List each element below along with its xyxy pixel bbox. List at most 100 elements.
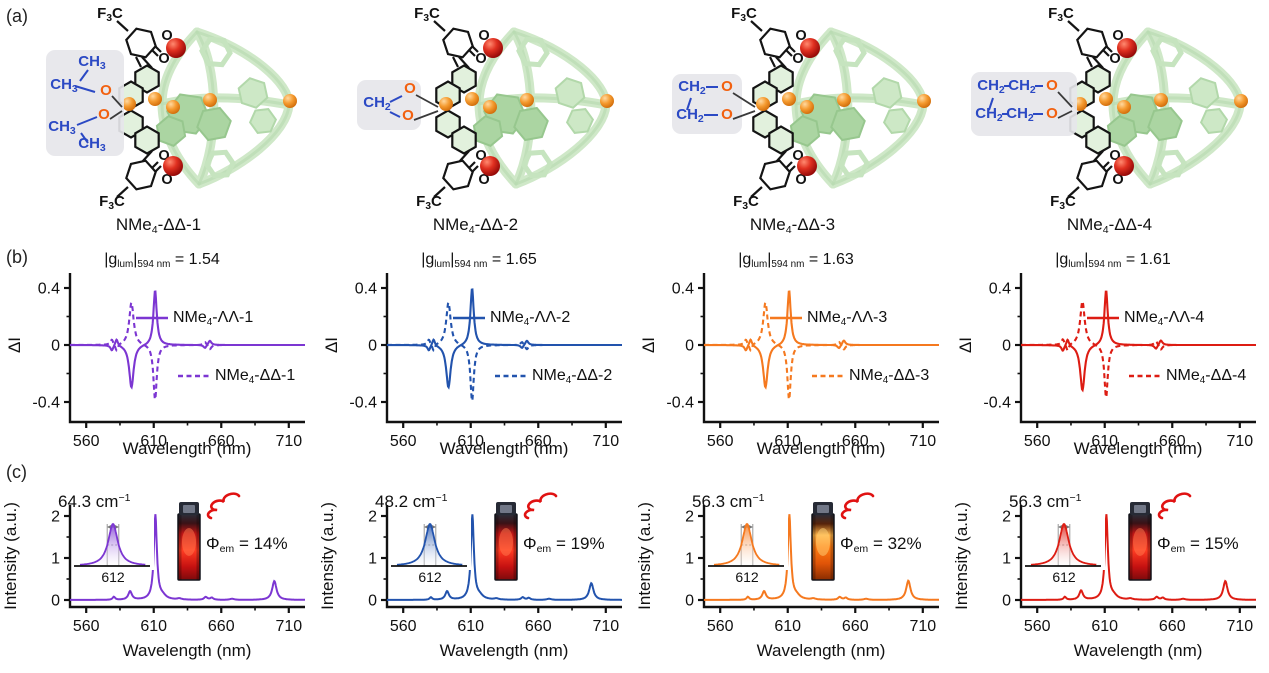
y-axis-label: ΔI [322,337,341,353]
molecule-panel-1: F3C F3C O O O O CH3 CH3 O O CH3 CH3 NMe4-ΔΔ-1 [0,0,317,240]
phi-annotation-1: Φem = 14% [206,534,288,555]
cpl-panel-4: 560 610 660 710 0.4 0 -0.4 Wavelength (nm) ΔI |gl… [951,243,1268,458]
svg-text:0.4: 0.4 [672,281,694,298]
legend-solid-label-3: NMe4-ΛΛ-3 [807,309,888,328]
y-axis-label: Intensity (a.u.) [635,502,654,610]
molecule-label-3: NMe4-ΔΔ-3 [749,215,836,236]
svg-text:610: 610 [774,618,801,635]
svg-text:710: 710 [909,618,936,635]
orange-ion-sphere [600,94,614,108]
svg-text:CH3: CH3 [50,76,78,95]
svg-text:O: O [792,148,803,164]
svg-text:0: 0 [51,593,60,610]
glum-annotation-3: |glum|594 nm = 1.63 [738,251,854,270]
svg-text:O: O [478,172,489,188]
fwhm-annotation-1: 64.3 cm−1 [58,492,131,511]
svg-text:0: 0 [685,593,694,610]
svg-text:O: O [1109,51,1120,67]
x-axis-label: Wavelength (nm) [123,641,252,660]
svg-text:660: 660 [1159,433,1186,450]
cuvette-photo-4 [1128,502,1152,581]
emission-curve [1021,514,1256,601]
cpl-panel-2: 560 610 660 710 0.4 0 -0.4 Wavelength (nm) ΔI |gl… [317,243,634,458]
orange-ion-sphere [800,100,814,114]
svg-text:O: O [721,78,733,95]
orange-ion-sphere [283,94,297,108]
svg-text:610: 610 [140,618,167,635]
svg-text:O: O [1112,28,1123,44]
axes: 560 610 660 710 0.4 0 -0.4 [32,273,305,450]
svg-text:2: 2 [51,509,60,526]
cpl-plot-4: 560 610 660 710 0.4 0 -0.4 Wavelength (nm) ΔI [956,273,1256,458]
cuvette-photo-3 [811,502,835,581]
orange-ion-sphere [166,100,180,114]
axes: 560 610 660 710 2 1 0 [368,505,622,635]
svg-text:710: 710 [909,433,936,450]
emission-curve [704,514,939,601]
y-axis-label: ΔI [5,337,24,353]
svg-text:CH2: CH2 [363,94,391,113]
svg-text:560: 560 [73,433,100,450]
svg-text:660: 660 [208,433,235,450]
substituent-box: CH2 O CH2 O [672,74,756,134]
svg-text:0: 0 [685,338,694,355]
phi-annotation-3: Φem = 32% [840,534,922,555]
cpl-curve-solid [386,288,622,390]
svg-text:F3C: F3C [731,5,757,24]
molecule-panel-3: F3C F3C O O O O CH2 O CH2 O NMe4-ΔΔ-3 [634,0,951,240]
svg-text:660: 660 [208,618,235,635]
svg-text:O: O [161,28,172,44]
svg-text:O: O [100,82,112,99]
svg-text:1: 1 [368,551,377,568]
svg-text:2: 2 [368,509,377,526]
svg-text:-0.4: -0.4 [349,395,377,412]
emission-plot-1: 560 610 660 710 2 1 0 Wavelength (nm) Intensity … [1,502,305,660]
cpl-plot-2: 560 610 660 710 0.4 0 -0.4 Wavelength (nm) ΔI [322,273,622,458]
red-metal-sphere [1117,38,1137,58]
svg-text:CH3: CH3 [48,118,76,137]
svg-text:F3C: F3C [733,193,759,212]
glum-annotation-2: |glum|594 nm = 1.65 [421,251,537,270]
svg-text:610: 610 [1091,618,1118,635]
inset-peak-label: 612 [101,569,125,585]
svg-text:560: 560 [390,618,417,635]
red-metal-sphere [166,38,186,58]
legend-dashed-label-2: NMe4-ΔΔ-2 [532,367,613,386]
molecule-panel-4: F3C F3C O O O O CH2 CH2 O CH2 CH2 O NMe4-ΔΔ-4 [951,0,1268,240]
legend-solid-label-2: NMe4-ΛΛ-2 [490,309,571,328]
orange-ion-sphere [148,92,162,106]
helix-icon-3 [840,492,875,520]
orange-ion-sphere [1117,100,1131,114]
svg-text:-0.4: -0.4 [666,395,694,412]
svg-text:CH3: CH3 [78,135,106,154]
svg-text:660: 660 [1159,618,1186,635]
y-axis-label: Intensity (a.u.) [1,502,20,610]
cpl-plot-3: 560 610 660 710 0.4 0 -0.4 Wavelength (nm) ΔI [639,273,939,458]
substituent-box: CH2 OO [357,80,439,130]
svg-text:-0.4: -0.4 [983,395,1011,412]
svg-text:560: 560 [73,618,100,635]
svg-text:F3C: F3C [414,5,440,24]
svg-text:O: O [1046,77,1058,94]
emission-plot-2: 560 610 660 710 2 1 0 Wavelength (nm) Intensity … [318,502,622,660]
svg-text:CH2: CH2 [977,77,1005,96]
axes: 560 610 660 710 0.4 0 -0.4 [983,273,1256,450]
svg-text:CH2: CH2 [676,106,704,125]
emission-plot-4: 560 610 660 710 2 1 0 Wavelength (nm) Intensity … [952,502,1256,660]
svg-text:0: 0 [51,338,60,355]
svg-text:CH2: CH2 [975,105,1003,124]
svg-text:560: 560 [1024,618,1051,635]
emission-panel-3: 560 610 660 710 2 1 0 Wavelength (nm) Intensity … [634,458,951,673]
glum-annotation-1: |glum|594 nm = 1.54 [104,251,220,270]
svg-text:CH3: CH3 [78,53,106,72]
svg-text:610: 610 [140,433,167,450]
molecule-panel-2: F3C F3C O O O O CH2 O O NMe4-ΔΔ-2 [317,0,634,240]
svg-text:710: 710 [275,433,302,450]
svg-text:610: 610 [1091,433,1118,450]
svg-text:O: O [475,51,486,67]
helix-icon-4 [1157,492,1192,520]
svg-text:660: 660 [842,618,869,635]
svg-text:710: 710 [592,618,619,635]
